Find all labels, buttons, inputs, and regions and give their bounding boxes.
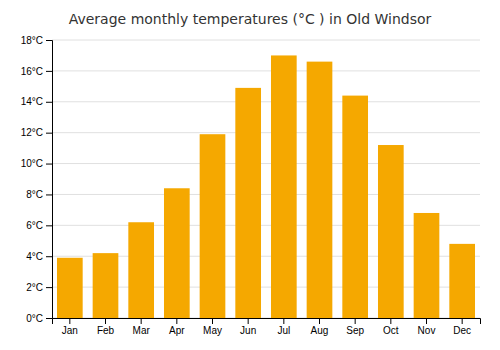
tick-label: 12°C (21, 127, 43, 138)
tick-label: 2°C (26, 282, 43, 293)
x-axis: Jan Feb Mar Apr May Jun Jul Aug Sep Oct Nov Dec (53, 318, 481, 336)
tick: 4°C (26, 251, 52, 262)
tick-label: 16°C (21, 66, 43, 77)
tick-label: 6°C (26, 220, 43, 231)
tick: 14°C (21, 96, 52, 107)
tick-mark (176, 318, 177, 324)
tick-label: 4°C (26, 251, 43, 262)
tick-mark (462, 318, 463, 324)
tick: Jul (277, 318, 290, 336)
grid-line (52, 70, 480, 71)
tick-label: 10°C (21, 158, 43, 169)
tick-mark (283, 318, 284, 324)
tick: 10°C (21, 158, 52, 169)
tick-mark (319, 318, 320, 324)
tick: Dec (453, 318, 471, 336)
tick: Oct (383, 318, 399, 336)
bars (57, 55, 475, 318)
grid-line (52, 40, 480, 41)
tick-label: May (203, 325, 222, 336)
tick-label: Sep (346, 325, 364, 336)
grid-line (52, 163, 480, 164)
tick-mark (390, 318, 391, 324)
tick-mark (46, 287, 52, 288)
tick-label: Jul (277, 325, 290, 336)
bar (128, 222, 154, 318)
tick-mark (355, 318, 356, 324)
tick-mark (46, 71, 52, 72)
tick-label: Mar (133, 325, 151, 336)
tick-label: Oct (383, 325, 399, 336)
tick: 16°C (21, 66, 52, 77)
grid-line (52, 194, 480, 195)
bar (378, 145, 404, 318)
tick: Sep (346, 318, 364, 336)
tick: Nov (418, 318, 436, 336)
tick-mark (69, 318, 70, 324)
tick: 18°C (21, 35, 52, 46)
tick: Feb (97, 318, 115, 336)
grid (52, 40, 480, 318)
tick: Apr (169, 318, 185, 336)
tick-label: Jun (240, 325, 256, 336)
tick-label: 8°C (26, 189, 43, 200)
tick-label: Aug (311, 325, 329, 336)
grid-line (52, 101, 480, 102)
tick: 6°C (26, 220, 52, 231)
tick: May (203, 318, 222, 336)
tick-mark (46, 225, 52, 226)
tick: Aug (311, 318, 329, 336)
tick: Mar (133, 318, 151, 336)
tick-mark (46, 164, 52, 165)
tick: 0°C (26, 313, 52, 324)
tick-label: 14°C (21, 96, 43, 107)
tick-label: 18°C (21, 35, 43, 46)
tick-mark (248, 318, 249, 324)
title: Average monthly temperatures (°C ) in Ol… (69, 11, 432, 27)
tick: Jan (62, 318, 78, 336)
tick-mark (46, 40, 52, 41)
tick-mark (426, 318, 427, 324)
bar (235, 88, 261, 318)
bar (57, 258, 83, 318)
tick-mark (212, 318, 213, 324)
tick-label: Jan (62, 325, 78, 336)
tick: 12°C (21, 127, 52, 138)
plot: 0°C 2°C 4°C 6°C 8°C 10°C 12°C 14°C 16°C 18°C Jan Fe… (21, 35, 481, 336)
tick-mark (105, 318, 106, 324)
tick-label: Dec (453, 325, 471, 336)
bar (271, 55, 297, 318)
grid-line (52, 132, 480, 133)
bar (93, 253, 119, 318)
bar (307, 62, 333, 318)
bar (164, 188, 190, 318)
tick: 2°C (26, 282, 52, 293)
tick: 8°C (26, 189, 52, 200)
tick-mark (46, 318, 52, 319)
axis-line (46, 41, 53, 319)
tick-mark (46, 133, 52, 134)
tick-mark (141, 318, 142, 324)
tick-label: 0°C (26, 313, 43, 324)
bar (414, 213, 440, 318)
bar (449, 244, 475, 318)
bar (342, 96, 368, 318)
tick-mark (46, 102, 52, 103)
tick-label: Apr (169, 325, 185, 336)
y-axis: 0°C 2°C 4°C 6°C 8°C 10°C 12°C 14°C 16°C 18°C (21, 35, 53, 324)
tick-label: Feb (97, 325, 115, 336)
tick-mark (46, 256, 52, 257)
tick: Jun (240, 318, 256, 336)
chart: 0°C 2°C 4°C 6°C 8°C 10°C 12°C 14°C 16°C 18°C Jan Fe… (0, 0, 500, 350)
bar (200, 134, 226, 318)
tick-label: Nov (418, 325, 436, 336)
tick-mark (46, 194, 52, 195)
axis-line (53, 319, 481, 325)
